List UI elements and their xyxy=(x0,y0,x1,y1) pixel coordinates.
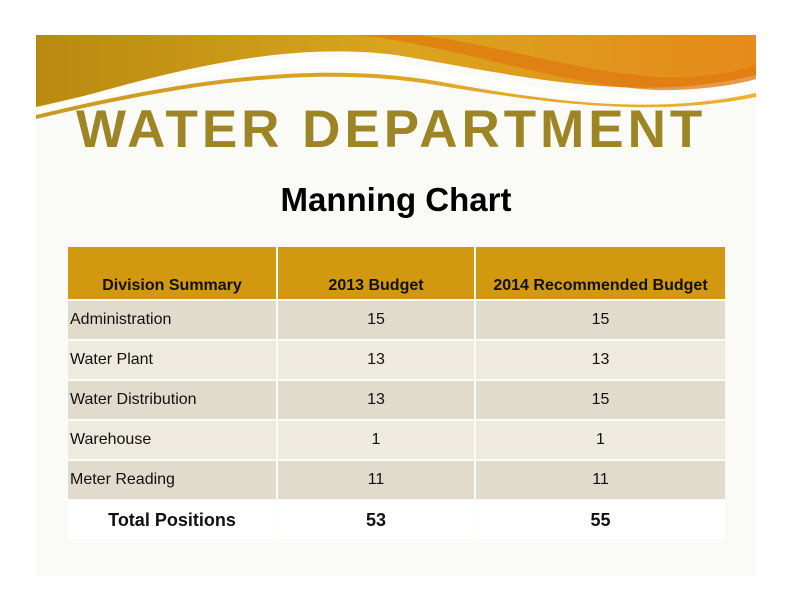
table-row: Water Distribution 13 15 xyxy=(66,379,727,421)
budget-2014-cell: 15 xyxy=(474,299,727,341)
budget-2014-cell: 15 xyxy=(474,379,727,421)
division-cell: Water Plant xyxy=(66,339,278,381)
budget-2013-cell: 11 xyxy=(276,459,476,501)
manning-table: Division Summary 2013 Budget 2014 Recomm… xyxy=(66,245,727,541)
division-cell: Administration xyxy=(66,299,278,341)
page-subtitle: Manning Chart xyxy=(280,181,512,218)
header-swoosh-decoration xyxy=(36,35,756,119)
budget-2014-cell: 1 xyxy=(474,419,727,461)
budget-2014-cell: 11 xyxy=(474,459,727,501)
total-2013-cell: 53 xyxy=(276,499,476,541)
total-label: Total Positions xyxy=(66,499,278,541)
budget-2014-cell: 13 xyxy=(474,339,727,381)
budget-2013-cell: 13 xyxy=(276,379,476,421)
column-header-2013: 2013 Budget xyxy=(276,245,476,301)
table-row: Administration 15 15 xyxy=(66,299,727,341)
division-cell: Water Distribution xyxy=(66,379,278,421)
budget-2013-cell: 1 xyxy=(276,419,476,461)
table-header-row: Division Summary 2013 Budget 2014 Recomm… xyxy=(66,245,727,301)
slide: WATER DEPARTMENT Manning Chart Division … xyxy=(36,35,756,576)
division-cell: Meter Reading xyxy=(66,459,278,501)
budget-2013-cell: 13 xyxy=(276,339,476,381)
division-cell: Warehouse xyxy=(66,419,278,461)
table-row: Water Plant 13 13 xyxy=(66,339,727,381)
total-row: Total Positions 53 55 xyxy=(66,499,727,541)
table-row: Warehouse 1 1 xyxy=(66,419,727,461)
total-2014-cell: 55 xyxy=(474,499,727,541)
column-header-division: Division Summary xyxy=(66,245,278,301)
column-header-2014: 2014 Recommended Budget xyxy=(474,245,727,301)
table-row: Meter Reading 11 11 xyxy=(66,459,727,501)
page-title: WATER DEPARTMENT xyxy=(76,100,707,159)
budget-2013-cell: 15 xyxy=(276,299,476,341)
